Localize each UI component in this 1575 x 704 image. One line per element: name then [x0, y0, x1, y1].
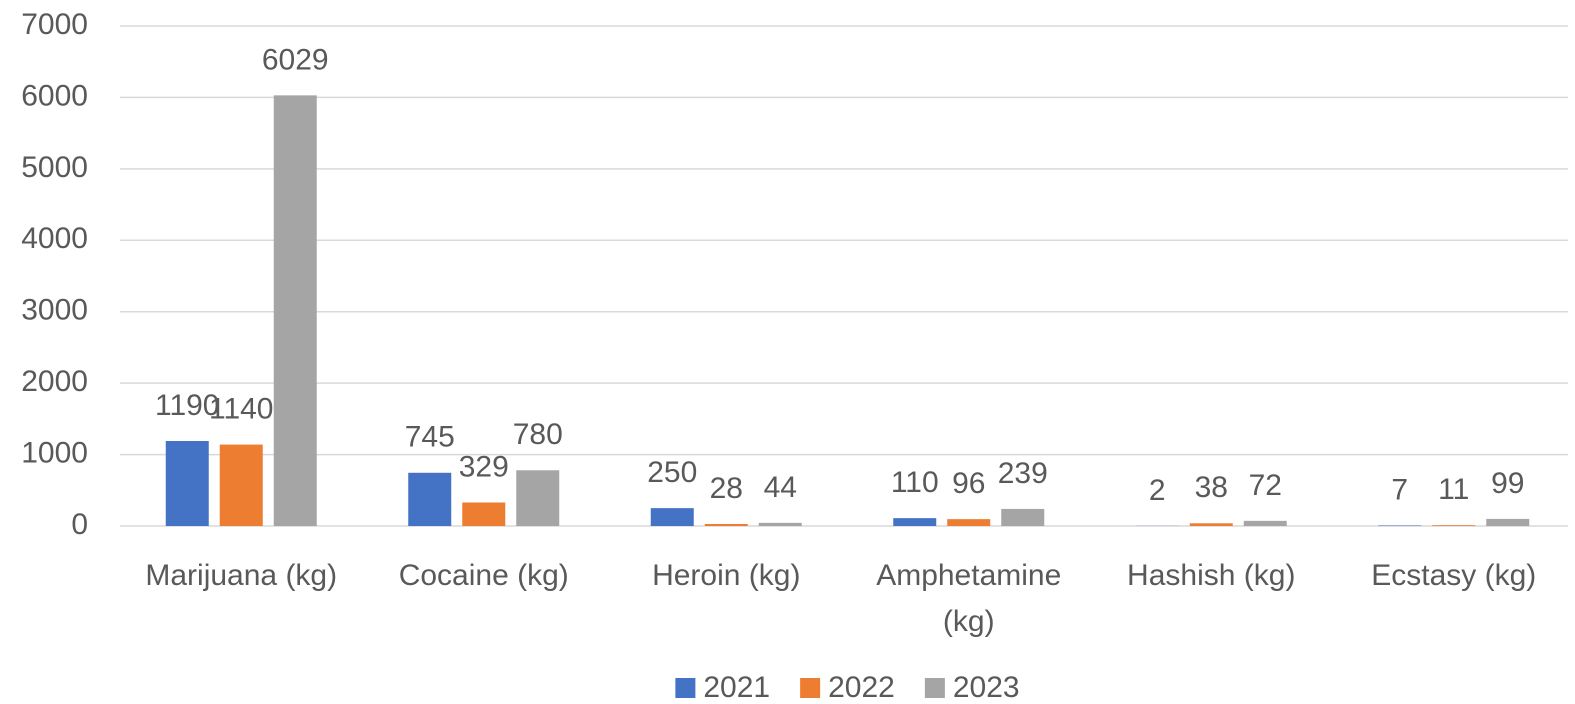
- legend-swatch: [924, 678, 945, 698]
- data-label: 2: [1149, 474, 1166, 507]
- bar: [1243, 520, 1287, 526]
- bar: [1378, 525, 1422, 526]
- legend-swatch: [800, 678, 821, 698]
- data-label: 239: [998, 457, 1048, 490]
- bar: [1486, 518, 1530, 526]
- data-label: 28: [710, 472, 743, 505]
- data-label: 1190: [155, 389, 220, 422]
- bar: [165, 441, 209, 526]
- data-label: 6029: [262, 43, 329, 76]
- data-label: 99: [1491, 467, 1524, 500]
- data-label: 250: [647, 456, 697, 489]
- x-tick-label: Amphetamine (kg): [876, 559, 1061, 638]
- y-tick-label: 4000: [21, 222, 88, 255]
- x-tick-label: Ecstasy (kg): [1371, 559, 1536, 592]
- x-tick-label: Cocaine (kg): [399, 559, 569, 592]
- bar: [1432, 525, 1476, 526]
- bar: [1001, 508, 1045, 526]
- bar: [462, 502, 506, 526]
- bar: [758, 522, 802, 526]
- bar: [408, 472, 452, 526]
- legend-label: 2023: [953, 671, 1020, 704]
- y-tick-label: 6000: [21, 79, 88, 112]
- y-tick-label: 0: [71, 508, 88, 541]
- data-label: 11: [1438, 473, 1469, 506]
- bar: [893, 518, 937, 526]
- legend-label: 2021: [703, 671, 770, 704]
- data-label: 780: [513, 418, 563, 451]
- y-tick-label: 2000: [21, 365, 88, 398]
- legend-label: 2022: [828, 671, 895, 704]
- x-tick-label: Marijuana (kg): [145, 559, 337, 592]
- bar: [273, 95, 317, 526]
- data-label: 38: [1195, 471, 1228, 504]
- data-label: 7: [1391, 473, 1408, 506]
- data-label: 44: [764, 471, 797, 504]
- y-tick-label: 7000: [21, 8, 88, 41]
- bar: [516, 470, 560, 526]
- legend: 2021 2022 2023: [675, 671, 1020, 704]
- x-tick-label: Heroin (kg): [652, 559, 800, 592]
- y-tick-label: 3000: [21, 294, 88, 327]
- legend-swatch: [675, 678, 696, 698]
- data-label: 1140: [209, 392, 274, 425]
- data-label: 96: [952, 467, 985, 500]
- y-tick-label: 1000: [21, 436, 88, 469]
- data-label: 110: [891, 466, 939, 499]
- data-label: 72: [1249, 469, 1282, 502]
- bar: [704, 524, 748, 526]
- x-tick-label: Hashish (kg): [1127, 559, 1295, 592]
- data-label: 329: [459, 450, 509, 483]
- y-tick-label: 5000: [21, 151, 88, 184]
- bar: [947, 519, 991, 526]
- data-label: 745: [405, 421, 455, 454]
- bar: [1189, 523, 1233, 526]
- bar: [650, 508, 694, 526]
- bar: [219, 444, 263, 526]
